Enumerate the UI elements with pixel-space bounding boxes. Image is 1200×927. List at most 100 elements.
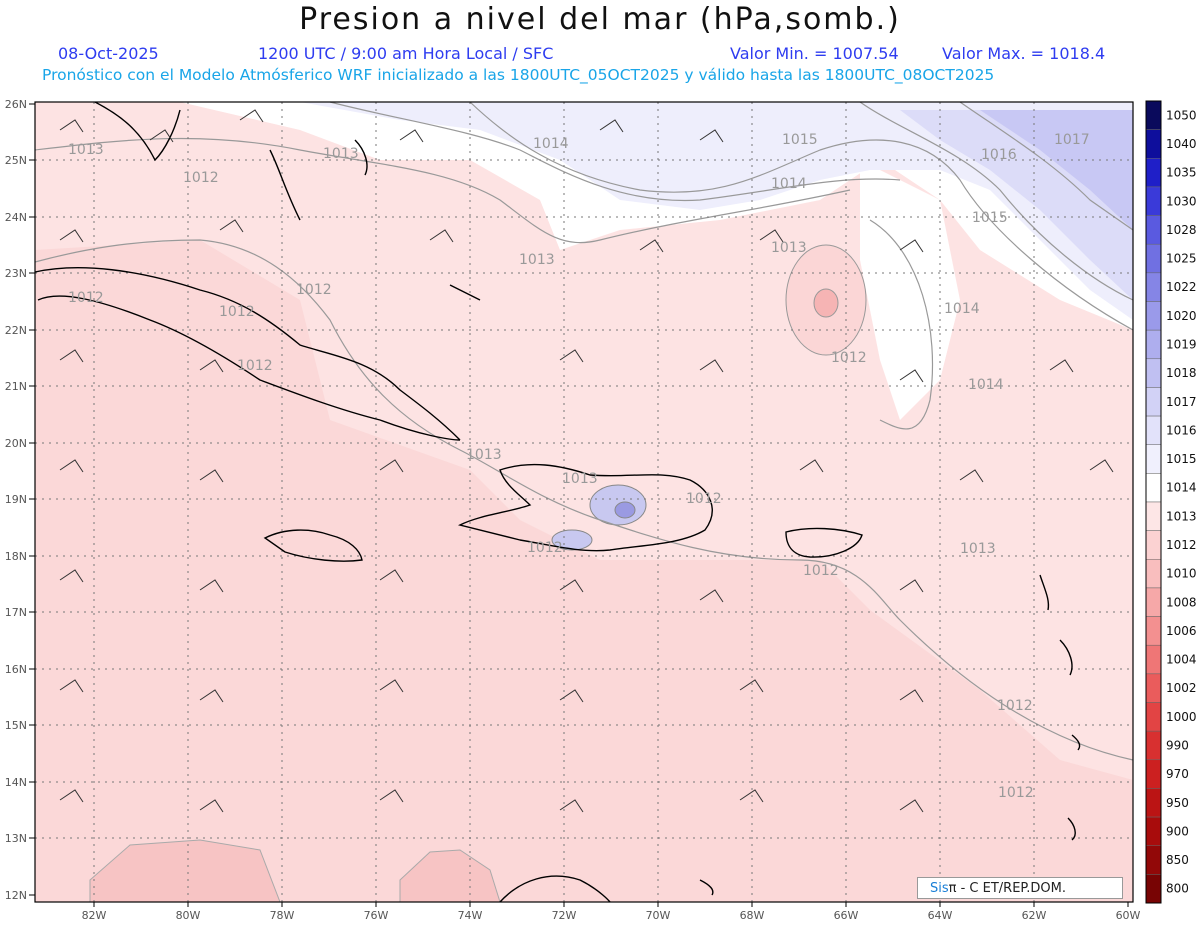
contour-label: 1013 <box>68 142 104 158</box>
colorbar-swatch <box>1145 816 1162 846</box>
contour-label: 1012 <box>831 350 867 366</box>
forecast-info: Pronóstico con el Modelo Atmósferico WRF… <box>42 66 995 84</box>
colorbar-label: 1028 <box>1166 223 1197 237</box>
contour-label: 1012 <box>183 170 219 186</box>
contour-labels: 1013 1013 1012 1012 1012 1012 1013 1014 … <box>68 132 1090 801</box>
colorbar-label: 1015 <box>1166 452 1197 466</box>
lon-label: 82W <box>82 909 107 922</box>
longitude-labels: 82W 80W 78W 76W 74W 72W 70W 68W 66W 64W … <box>82 909 1141 922</box>
colorbar-label: 1010 <box>1166 567 1197 581</box>
contour-label: 1013 <box>562 471 598 487</box>
lon-label: 72W <box>552 909 577 922</box>
contour-label: 1015 <box>782 132 818 148</box>
lat-label: 14N <box>5 776 27 789</box>
bahamas-andros <box>269 149 301 221</box>
cuba-south-coast <box>37 295 461 441</box>
lat-label: 24N <box>5 211 27 224</box>
map-frame <box>34 101 1134 903</box>
colorbar-label: 1020 <box>1166 309 1197 323</box>
antilles-martinique <box>1071 734 1081 751</box>
colorbar-label: 970 <box>1166 767 1189 781</box>
lon-label: 66W <box>834 909 859 922</box>
latitude-labels: 26N 25N 24N 23N 22N 21N 20N 19N 18N 17N … <box>5 98 27 902</box>
colorbar-label: 1019 <box>1166 337 1197 351</box>
colorbar-label: 1018 <box>1166 366 1197 380</box>
colorbar-label: 1004 <box>1166 653 1197 667</box>
colorbar-swatch <box>1145 874 1162 904</box>
antilles-guadeloupe <box>1059 639 1073 676</box>
max-value: Valor Max. = 1018.4 <box>942 44 1106 63</box>
colorbar-label: 1008 <box>1166 595 1197 609</box>
colorbar-label: 1012 <box>1166 538 1197 552</box>
colorbar-label: 1040 <box>1166 137 1197 151</box>
axis-ticks <box>29 103 1129 907</box>
lat-label: 18N <box>5 550 27 563</box>
local-low-core <box>813 288 839 318</box>
contour-label: 1012 <box>997 698 1033 714</box>
colorbar-label: 1022 <box>1166 280 1197 294</box>
contour-label: 1012 <box>296 282 332 298</box>
aruba <box>699 879 714 896</box>
colorbar-swatch <box>1145 559 1162 589</box>
colorbar-label: 1016 <box>1166 423 1197 437</box>
contour-label: 1013 <box>323 146 359 162</box>
time-info: 1200 UTC / 9:00 am Hora Local / SFC <box>258 44 554 63</box>
colorbar-label: 1050 <box>1166 108 1197 122</box>
colorbar-label: 1014 <box>1166 481 1197 495</box>
colorbar-swatch <box>1145 129 1162 159</box>
contour-label: 1012 <box>219 304 255 320</box>
coastlines <box>34 101 1081 903</box>
contour-label: 1013 <box>771 240 807 256</box>
contour-label: 1013 <box>960 541 996 557</box>
credit-text: π - C ET/REP.DOM. <box>948 881 1066 896</box>
colorbar-swatch <box>1145 301 1162 331</box>
map-title: Presion a nivel del mar (hPa,somb.) <box>299 2 901 37</box>
contour-label: 1012 <box>686 491 722 507</box>
colorbar-swatch <box>1145 759 1162 789</box>
colorbar-frame <box>1145 100 1162 904</box>
colorbar-swatch <box>1145 530 1162 560</box>
lat-label: 22N <box>5 324 27 337</box>
colorbar-swatch <box>1145 243 1162 274</box>
colorbar-swatch <box>1145 272 1162 302</box>
colorbar-swatch <box>1145 444 1162 474</box>
colorbar-label: 800 <box>1166 882 1189 896</box>
colorbar-label: 1006 <box>1166 624 1197 638</box>
colorbar-swatch <box>1145 473 1162 503</box>
colorbar-swatch <box>1145 702 1162 732</box>
lat-label: 23N <box>5 267 27 280</box>
colorbar-label: 1035 <box>1166 166 1197 180</box>
hispaniola <box>457 463 713 552</box>
colorbar-swatch <box>1145 673 1162 703</box>
colorbar-label: 1030 <box>1166 194 1197 208</box>
colorbar-swatch <box>1145 644 1162 675</box>
lat-label: 15N <box>5 719 27 732</box>
lat-label: 12N <box>5 889 27 902</box>
contour-label: 1013 <box>519 252 555 268</box>
contour-label: 1014 <box>944 301 980 317</box>
lon-label: 74W <box>458 909 483 922</box>
hispaniola-high-core <box>614 501 636 519</box>
antilles-north <box>1039 574 1050 611</box>
lon-label: 68W <box>740 909 765 922</box>
colorbar-label: 950 <box>1166 796 1189 810</box>
lon-label: 76W <box>364 909 389 922</box>
colorbar-label: 990 <box>1166 738 1189 752</box>
colorbar-swatch <box>1145 186 1162 216</box>
wind-barbs <box>59 109 1114 813</box>
colorbar-swatch <box>1145 387 1162 417</box>
lat-label: 26N <box>5 98 27 111</box>
lon-label: 78W <box>270 909 295 922</box>
contour-label: 1012 <box>998 785 1034 801</box>
colorbar-label: 1013 <box>1166 509 1197 523</box>
contour-label: 1014 <box>968 377 1004 393</box>
contour-label: 1016 <box>981 147 1017 163</box>
lat-label: 21N <box>5 380 27 393</box>
lat-label: 16N <box>5 663 27 676</box>
colorbar: 1050 1040 1035 1030 1028 1025 1022 1020 1019 1018… <box>1145 100 1197 904</box>
colorbar-label: 1017 <box>1166 395 1197 409</box>
pressure-1012-zone <box>35 240 1133 902</box>
contour-label: 1012 <box>527 540 563 556</box>
antilles-barbados <box>1067 817 1076 841</box>
lon-label: 60W <box>1116 909 1141 922</box>
